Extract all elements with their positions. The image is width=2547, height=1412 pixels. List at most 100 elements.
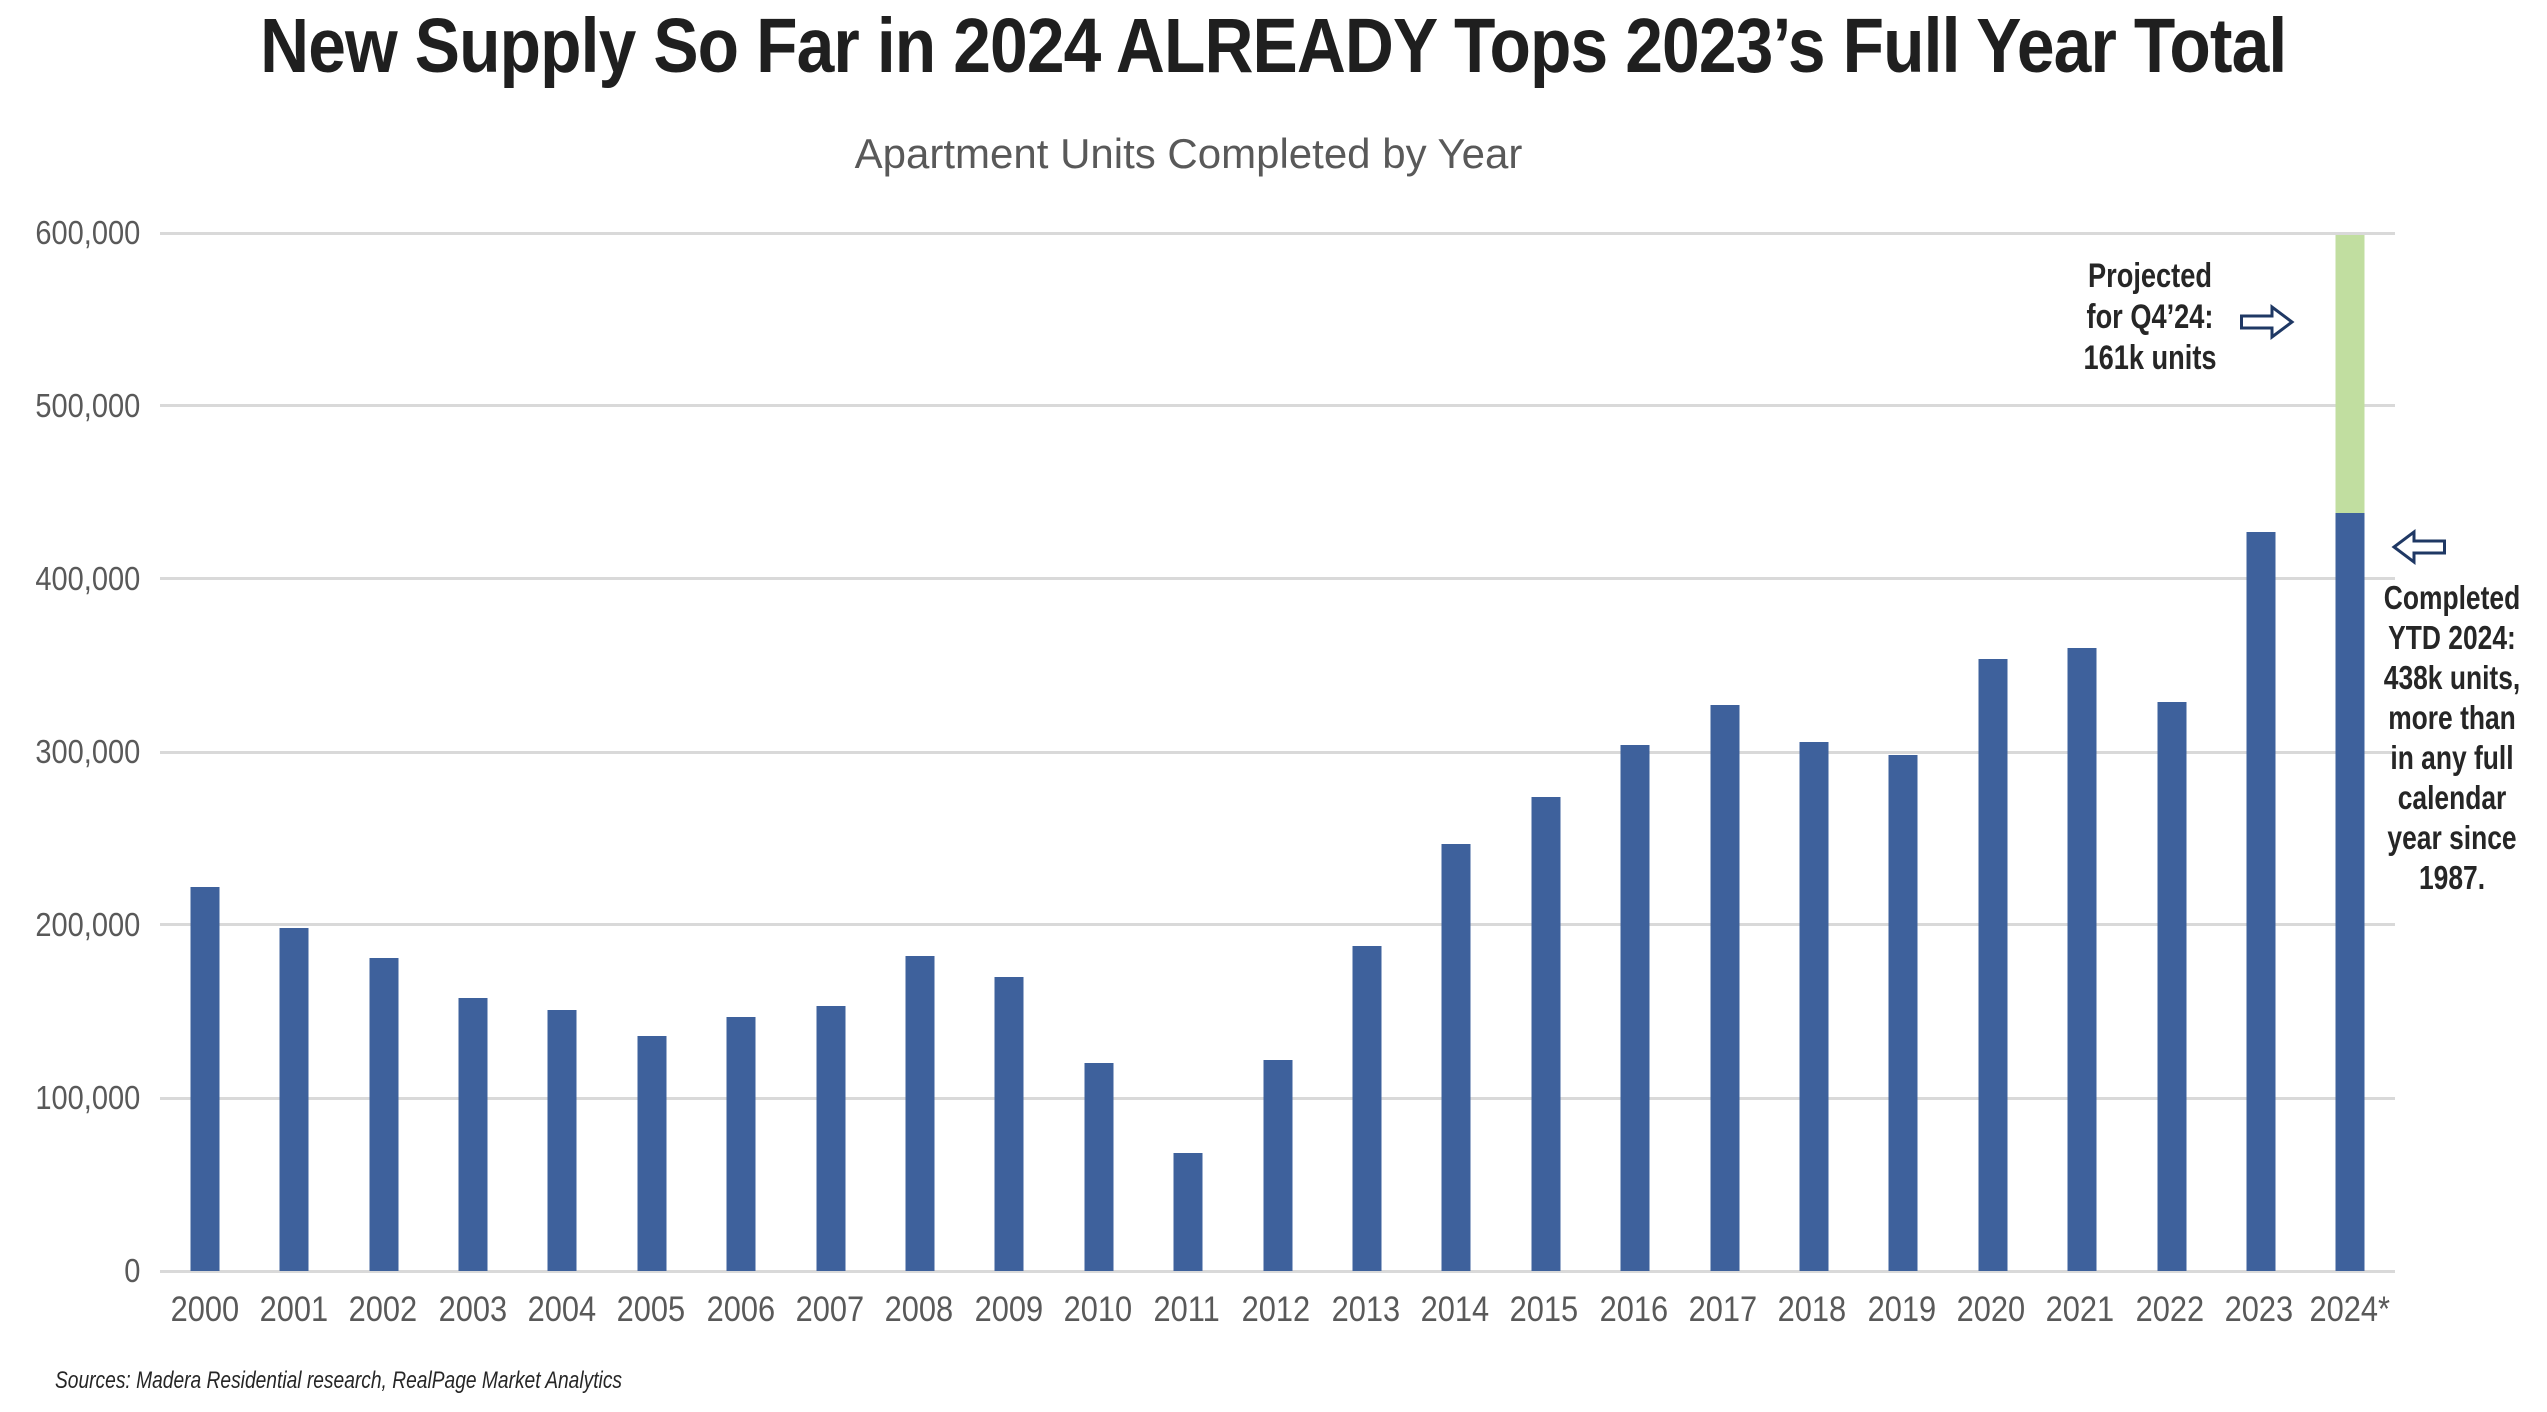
x-axis-label: 2003	[428, 1288, 517, 1332]
gridline	[160, 923, 2395, 927]
x-axis-label-text: 2019	[1867, 1290, 1936, 1329]
bar-slot-2016	[1591, 233, 1680, 1271]
y-axis-label: 100,000	[0, 1077, 140, 1119]
x-axis-label: 2014	[1410, 1288, 1499, 1332]
y-axis: 600,000 500,000 400,000 300,000 200,000 100,0…	[0, 214, 140, 1289]
x-axis-label: 2001	[249, 1288, 338, 1332]
left-arrow-icon	[2391, 529, 2446, 565]
bar-slot-2024	[2306, 233, 2395, 1271]
bar-completed-2018	[1799, 741, 1829, 1271]
y-axis-label-text: 300,000	[35, 733, 140, 770]
x-axis-label-text: 2004	[527, 1290, 597, 1329]
y-axis-label-text: 500,000	[35, 387, 140, 424]
bar-completed-2009	[994, 976, 1024, 1271]
bar-completed-2008	[905, 956, 935, 1271]
x-axis-label-text: 2007	[795, 1290, 865, 1329]
plot-area	[160, 231, 2395, 1273]
bar-completed-2000	[190, 886, 220, 1271]
bar-slot-2023	[2216, 233, 2305, 1271]
bar-slot-2001	[249, 233, 338, 1271]
bar-slot-2009	[965, 233, 1054, 1271]
bar-completed-2011	[1173, 1153, 1203, 1271]
bar-completed-2001	[279, 928, 309, 1271]
x-axis-label: 2019	[1857, 1288, 1946, 1332]
bar-completed-2020	[1978, 658, 2008, 1271]
bar-slot-2021	[2038, 233, 2127, 1271]
x-axis-label-text: 2022	[2135, 1290, 2204, 1329]
bar-completed-2007	[816, 1006, 846, 1271]
x-axis-label-text: 2017	[1688, 1290, 1758, 1329]
x-axis-label: 2006	[696, 1288, 785, 1332]
x-axis-label: 2015	[1500, 1288, 1589, 1332]
bar-slot-2004	[518, 233, 607, 1271]
bar-slot-2000	[160, 233, 249, 1271]
bar-slot-2005	[607, 233, 696, 1271]
bar-completed-2022	[2157, 701, 2187, 1271]
x-axis-label-text: 2021	[2045, 1290, 2115, 1329]
x-axis-label: 2007	[785, 1288, 874, 1332]
bar-projected-2024	[2335, 234, 2365, 514]
bar-completed-2019	[1888, 755, 1918, 1271]
gridline	[160, 231, 2395, 235]
bar-completed-2013	[1352, 945, 1382, 1271]
y-axis-label-text: 0	[123, 1252, 140, 1289]
bar-slot-2011	[1143, 233, 1232, 1271]
gridline	[160, 404, 2395, 408]
y-axis-label: 200,000	[0, 904, 140, 946]
x-axis-label: 2004	[517, 1288, 606, 1332]
x-axis-label: 2000	[160, 1288, 249, 1332]
x-axis-label-text: 2011	[1153, 1290, 1221, 1329]
x-axis-label-text: 2016	[1599, 1290, 1668, 1329]
x-axis-label: 2021	[2036, 1288, 2125, 1332]
x-axis-label-text: 2005	[616, 1290, 686, 1329]
bar-completed-2010	[1084, 1063, 1114, 1271]
x-axis: 2000 2001 2002 2003 2004 2005 2006 2007 2008 2009…	[160, 1288, 2395, 1332]
source-note: Sources: Madera Residential research, Re…	[55, 1367, 764, 1395]
bar-slot-2008	[875, 233, 964, 1271]
bar-completed-2017	[1710, 705, 1740, 1271]
x-axis-label-text: 2001	[259, 1290, 329, 1329]
bar-completed-2002	[369, 957, 399, 1271]
x-axis-label-text: 2012	[1242, 1290, 1311, 1329]
x-axis-label: 2011	[1142, 1288, 1231, 1332]
x-axis-label: 2024*	[2304, 1288, 2395, 1332]
annotation-completed-ytd: Completed YTD 2024: 438k units, more tha…	[2383, 579, 2521, 896]
bar-slot-2018	[1769, 233, 1858, 1271]
x-axis-label: 2009	[964, 1288, 1053, 1332]
source-note-text: Sources: Madera Residential research, Re…	[55, 1367, 623, 1394]
bar-slot-2020	[1948, 233, 2037, 1271]
x-axis-label: 2020	[1946, 1288, 2035, 1332]
bar-slot-2013	[1322, 233, 1411, 1271]
x-axis-label-text: 2013	[1331, 1290, 1400, 1329]
bar-slot-2017	[1680, 233, 1769, 1271]
bar-slot-2006	[696, 233, 785, 1271]
bar-slot-2002	[339, 233, 428, 1271]
x-axis-label-text: 2018	[1778, 1290, 1847, 1329]
bar-completed-2024	[2335, 513, 2365, 1271]
x-axis-label-text: 2024*	[2308, 1290, 2390, 1329]
y-axis-label: 400,000	[0, 558, 140, 600]
bar-completed-2012	[1263, 1059, 1293, 1271]
x-axis-label: 2023	[2214, 1288, 2303, 1332]
chart-subtitle: Apartment Units Completed by Year	[0, 130, 2377, 178]
x-axis-label-text: 2002	[349, 1290, 418, 1329]
bar-completed-2016	[1620, 745, 1650, 1271]
bar-completed-2021	[2067, 648, 2097, 1271]
x-axis-label-text: 2014	[1420, 1290, 1490, 1329]
y-axis-label: 500,000	[0, 385, 140, 427]
bar-completed-2003	[458, 997, 488, 1271]
y-axis-label: 300,000	[0, 731, 140, 773]
chart-title: New Supply So Far in 2024 ALREADY Tops 2…	[0, 2, 2547, 91]
bar-slot-2014	[1412, 233, 1501, 1271]
bar-slot-2015	[1501, 233, 1590, 1271]
x-axis-label-text: 2020	[1956, 1290, 2026, 1329]
x-axis-label-text: 2010	[1063, 1290, 1133, 1329]
bar-slot-2019	[1859, 233, 1948, 1271]
x-axis-label-text: 2008	[884, 1290, 954, 1329]
right-arrow-icon	[2240, 304, 2295, 340]
x-axis-label-text: 2009	[974, 1290, 1043, 1329]
x-axis-label: 2010	[1053, 1288, 1142, 1332]
gridline	[160, 577, 2395, 581]
x-axis-label: 2016	[1589, 1288, 1678, 1332]
bar-series	[160, 233, 2395, 1271]
